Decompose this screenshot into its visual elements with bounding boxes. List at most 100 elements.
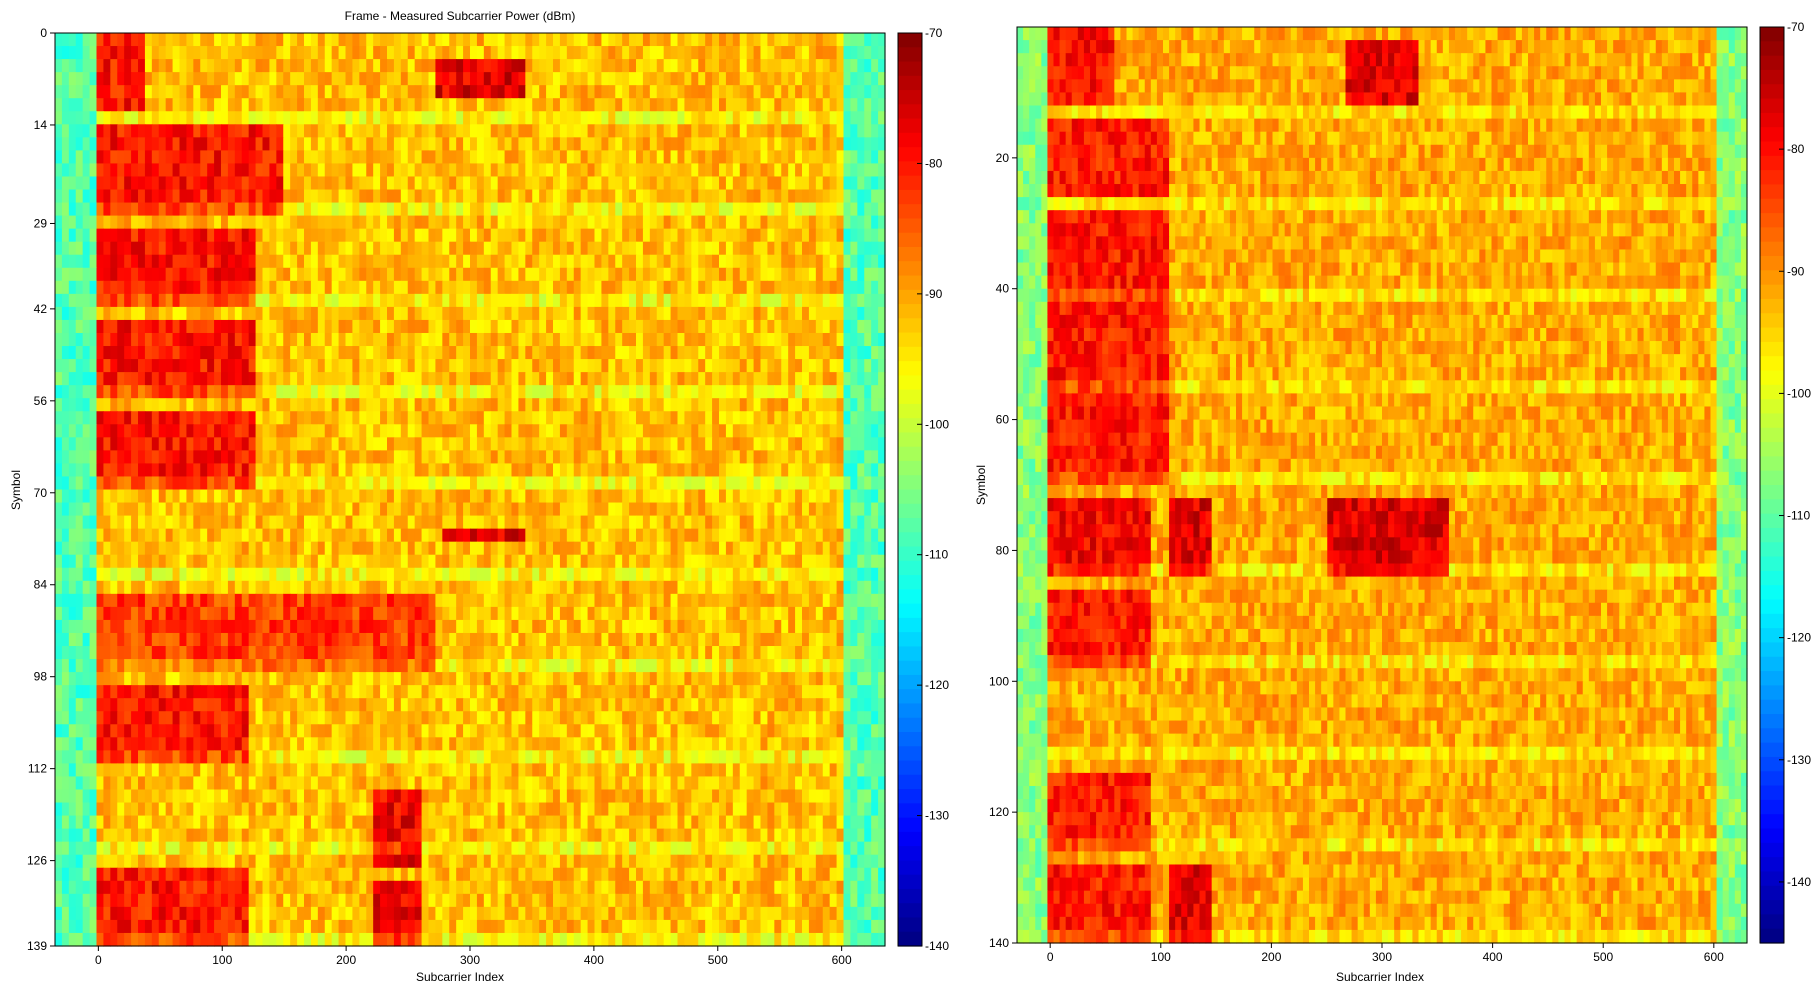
heatmap-cell [200, 124, 208, 138]
heatmap-cell [829, 33, 838, 47]
heatmap-cell [110, 372, 118, 386]
heatmap-cell [476, 346, 485, 360]
heatmap-cell [456, 150, 464, 165]
heatmap-cell [622, 59, 630, 73]
heatmap-cell [75, 567, 84, 582]
heatmap-cell [539, 346, 547, 360]
heatmap-cell [691, 150, 699, 165]
heatmap-cell [857, 306, 865, 321]
heatmap-cell [822, 476, 831, 491]
heatmap-cell [864, 267, 872, 282]
heatmap-cell [677, 241, 686, 256]
heatmap-cell [622, 215, 630, 230]
heatmap-cell [138, 163, 146, 178]
heatmap-cell [124, 85, 132, 99]
heatmap-cell [276, 567, 284, 582]
heatmap-cell [483, 463, 492, 478]
heatmap-cell [705, 319, 713, 334]
heatmap-cell [497, 124, 506, 138]
heatmap-cell [89, 437, 98, 451]
heatmap-cell [719, 176, 727, 191]
heatmap-cell [359, 254, 367, 269]
heatmap-cell [760, 398, 769, 412]
heatmap-cell [836, 346, 845, 360]
heatmap-cell [110, 489, 118, 504]
heatmap-cell [463, 124, 471, 138]
heatmap-cell [580, 267, 589, 282]
heatmap-cell [836, 254, 845, 269]
heatmap-cell [615, 137, 623, 151]
heatmap-cell [615, 515, 623, 530]
heatmap-cell [836, 398, 845, 412]
heatmap-cell [490, 567, 499, 582]
heatmap-cell [463, 502, 471, 517]
heatmap-cell [532, 502, 540, 517]
heatmap-cell [559, 254, 568, 269]
heatmap-cell [725, 359, 734, 373]
heatmap-cell [55, 502, 63, 517]
heatmap-cell [518, 254, 526, 269]
heatmap-cell [165, 111, 174, 125]
heatmap-cell [532, 359, 540, 373]
heatmap-cell [878, 59, 886, 73]
heatmap-cell [331, 189, 340, 204]
heatmap-cell [317, 515, 326, 530]
heatmap-cell [158, 398, 167, 412]
heatmap-cell [151, 332, 160, 347]
heatmap-cell [705, 228, 713, 243]
heatmap-cell [186, 528, 194, 543]
heatmap-cell [663, 46, 672, 60]
heatmap-cell [463, 254, 471, 269]
heatmap-cell [608, 319, 616, 334]
heatmap-cell [304, 424, 312, 438]
heatmap-cell [214, 411, 222, 425]
heatmap-cell [580, 98, 589, 112]
heatmap-cell [712, 398, 720, 412]
heatmap-cell [732, 124, 741, 138]
heatmap-cell [435, 228, 443, 243]
heatmap-cell [532, 463, 540, 478]
heatmap-cell [622, 359, 630, 373]
heatmap-cell [304, 176, 312, 191]
heatmap-cell [864, 215, 872, 230]
heatmap-cell [407, 489, 416, 504]
heatmap-cell [55, 372, 63, 386]
heatmap-cell [739, 72, 748, 86]
heatmap-cell [539, 124, 547, 138]
heatmap-cell [829, 411, 838, 425]
heatmap-cell [269, 502, 277, 517]
heatmap-cell [138, 502, 146, 517]
heatmap-cell [207, 437, 215, 451]
heatmap-cell [331, 98, 340, 112]
heatmap-cell [234, 267, 243, 282]
heatmap-cell [227, 59, 236, 73]
heatmap-cell [850, 450, 858, 465]
heatmap-cell [55, 267, 63, 282]
heatmap-cell [55, 241, 63, 256]
heatmap-cell [712, 332, 720, 347]
heatmap-cell [725, 111, 734, 125]
heatmap-cell [781, 437, 789, 451]
heatmap-cell [774, 202, 782, 217]
heatmap-cell [739, 502, 748, 517]
heatmap-cell [380, 98, 388, 112]
heatmap-cell [566, 476, 575, 491]
heatmap-cell [470, 515, 478, 530]
heatmap-cell [456, 450, 464, 465]
heatmap-cell [822, 554, 831, 569]
heatmap-cell [359, 332, 367, 347]
heatmap-cell [622, 293, 630, 308]
heatmap-cell [304, 228, 312, 243]
heatmap-cell [815, 98, 824, 112]
heatmap-cell [795, 424, 803, 438]
heatmap-cell [670, 450, 679, 465]
heatmap-cell [366, 515, 374, 530]
heatmap-cell [207, 489, 215, 504]
heatmap-cell [338, 489, 347, 504]
heatmap-cell [324, 476, 333, 491]
heatmap-cell [304, 528, 312, 543]
heatmap-cell [719, 515, 727, 530]
heatmap-cell [546, 98, 554, 112]
heatmap-cell [290, 98, 298, 112]
heatmap-cell [124, 450, 132, 465]
